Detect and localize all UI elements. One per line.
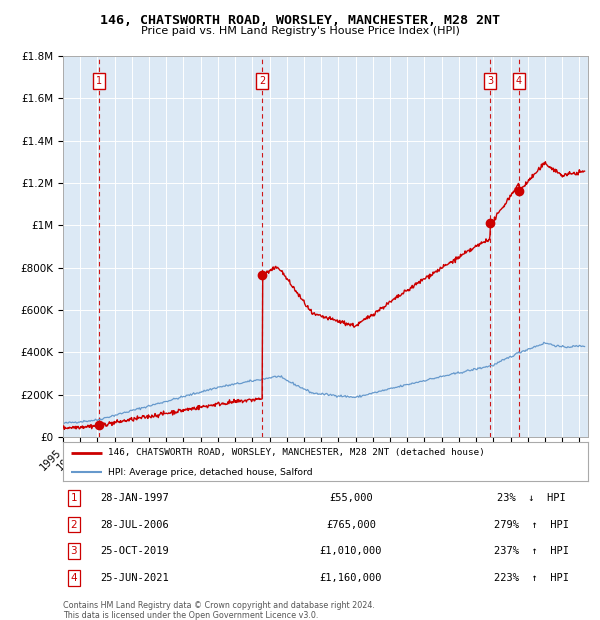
Text: 28-JAN-1997: 28-JAN-1997 (101, 493, 169, 503)
Text: This data is licensed under the Open Government Licence v3.0.: This data is licensed under the Open Gov… (63, 611, 319, 620)
Text: 2: 2 (70, 520, 77, 529)
Text: 28-JUL-2006: 28-JUL-2006 (101, 520, 169, 529)
Text: 3: 3 (487, 76, 493, 86)
Text: 1: 1 (70, 493, 77, 503)
Text: 3: 3 (70, 546, 77, 556)
Text: £1,010,000: £1,010,000 (320, 546, 382, 556)
Text: HPI: Average price, detached house, Salford: HPI: Average price, detached house, Salf… (107, 467, 312, 477)
Text: 4: 4 (516, 76, 522, 86)
Text: £55,000: £55,000 (329, 493, 373, 503)
Text: £1,160,000: £1,160,000 (320, 573, 382, 583)
Text: 1: 1 (96, 76, 102, 86)
Text: 146, CHATSWORTH ROAD, WORSLEY, MANCHESTER, M28 2NT: 146, CHATSWORTH ROAD, WORSLEY, MANCHESTE… (100, 14, 500, 27)
Text: 2: 2 (259, 76, 265, 86)
Text: 25-OCT-2019: 25-OCT-2019 (101, 546, 169, 556)
Text: 223%  ↑  HPI: 223% ↑ HPI (493, 573, 569, 583)
Text: £765,000: £765,000 (326, 520, 376, 529)
Text: 237%  ↑  HPI: 237% ↑ HPI (493, 546, 569, 556)
Text: 25-JUN-2021: 25-JUN-2021 (101, 573, 169, 583)
Text: Price paid vs. HM Land Registry's House Price Index (HPI): Price paid vs. HM Land Registry's House … (140, 26, 460, 36)
Text: 279%  ↑  HPI: 279% ↑ HPI (493, 520, 569, 529)
Text: 146, CHATSWORTH ROAD, WORSLEY, MANCHESTER, M28 2NT (detached house): 146, CHATSWORTH ROAD, WORSLEY, MANCHESTE… (107, 448, 485, 458)
Text: Contains HM Land Registry data © Crown copyright and database right 2024.: Contains HM Land Registry data © Crown c… (63, 601, 375, 611)
Text: 4: 4 (70, 573, 77, 583)
Text: 23%  ↓  HPI: 23% ↓ HPI (497, 493, 565, 503)
